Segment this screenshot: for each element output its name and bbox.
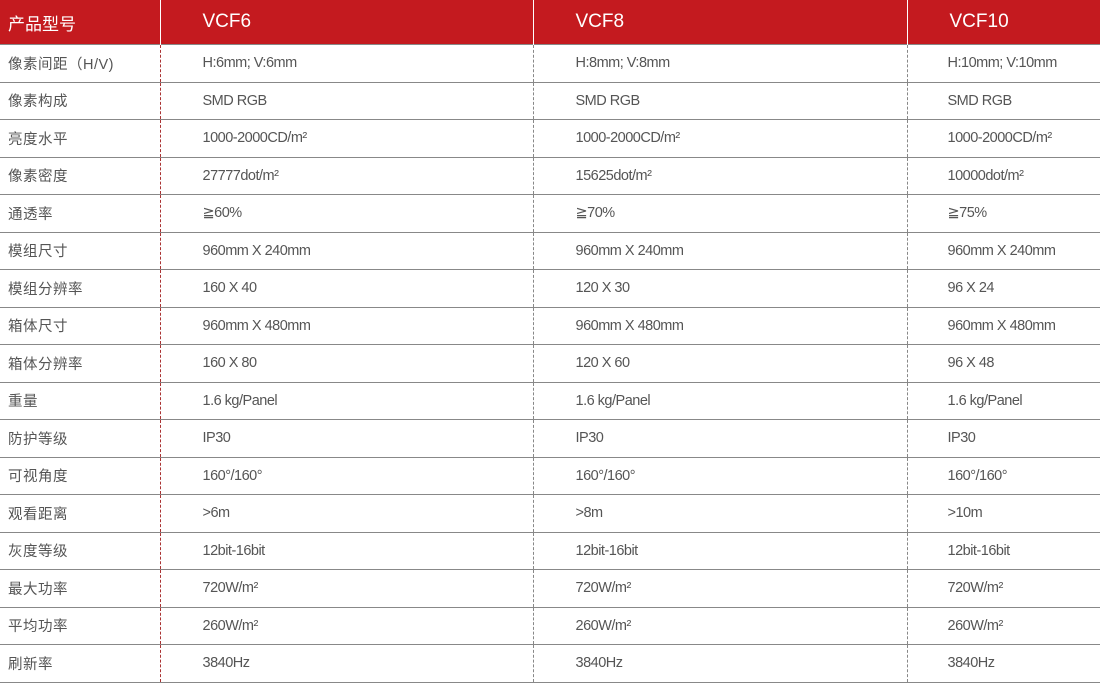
spec-value: ≧60% (160, 194, 534, 233)
spec-value: 1.6 kg/Panel (160, 382, 534, 420)
spec-label: 箱体尺寸 (0, 307, 161, 345)
spec-value: IP30 (160, 419, 534, 458)
spec-value: 160°/160° (533, 457, 908, 495)
spec-value: 1000-2000CD/m² (907, 119, 1100, 158)
spec-label: 重量 (0, 382, 161, 420)
spec-value: H:10mm; V:10mm (907, 44, 1100, 83)
table-row: 像素密度 27777dot/m² 15625dot/m² 10000dot/m² (0, 157, 1100, 195)
spec-value: 96 X 24 (907, 269, 1100, 308)
spec-value: 720W/m² (907, 569, 1100, 608)
spec-value: 10000dot/m² (907, 157, 1100, 195)
spec-value: 260W/m² (160, 607, 534, 645)
spec-value: 160°/160° (907, 457, 1100, 495)
spec-value: 120 X 60 (533, 344, 908, 383)
spec-value: 1.6 kg/Panel (533, 382, 908, 420)
spec-value: 12bit-16bit (160, 532, 534, 570)
header-model: VCF8 (533, 0, 908, 45)
spec-value: ≧70% (533, 194, 908, 233)
spec-label: 观看距离 (0, 494, 161, 533)
spec-value: 3840Hz (160, 644, 534, 683)
table-row: 模组尺寸 960mm X 240mm 960mm X 240mm 960mm X 24… (0, 232, 1100, 270)
spec-value: H:6mm; V:6mm (160, 44, 534, 83)
spec-label: 最大功率 (0, 569, 161, 608)
spec-value: 160°/160° (160, 457, 534, 495)
spec-value: IP30 (907, 419, 1100, 458)
spec-value: 15625dot/m² (533, 157, 908, 195)
spec-label: 像素密度 (0, 157, 161, 195)
table-row: 可视角度 160°/160° 160°/160° 160°/160° (0, 457, 1100, 495)
table-row: 箱体分辨率 160 X 80 120 X 60 96 X 48 (0, 344, 1100, 383)
spec-value: ≧75% (907, 194, 1100, 233)
spec-value: H:8mm; V:8mm (533, 44, 908, 83)
spec-label: 像素间距（H/V) (0, 44, 161, 83)
spec-value: 260W/m² (907, 607, 1100, 645)
spec-value: 12bit-16bit (533, 532, 908, 570)
spec-label: 箱体分辨率 (0, 344, 161, 383)
spec-value: 960mm X 480mm (907, 307, 1100, 345)
spec-value: SMD RGB (160, 82, 534, 120)
header-label: 产品型号 (0, 0, 161, 45)
spec-value: 1000-2000CD/m² (160, 119, 534, 158)
spec-value: 720W/m² (160, 569, 534, 608)
spec-label: 防护等级 (0, 419, 161, 458)
spec-label: 模组尺寸 (0, 232, 161, 270)
table-row: 观看距离 >6m >8m >10m (0, 494, 1100, 533)
spec-value: 3840Hz (907, 644, 1100, 683)
spec-value: 160 X 80 (160, 344, 534, 383)
spec-label: 亮度水平 (0, 119, 161, 158)
spec-value: SMD RGB (907, 82, 1100, 120)
spec-value: 960mm X 480mm (533, 307, 908, 345)
spec-value: 960mm X 480mm (160, 307, 534, 345)
header-model: VCF6 (160, 0, 534, 45)
spec-value: SMD RGB (533, 82, 908, 120)
spec-value: >6m (160, 494, 534, 533)
spec-label: 通透率 (0, 194, 161, 233)
spec-value: 260W/m² (533, 607, 908, 645)
spec-label: 刷新率 (0, 644, 161, 683)
spec-value: >8m (533, 494, 908, 533)
table-row: 模组分辨率 160 X 40 120 X 30 96 X 24 (0, 269, 1100, 308)
spec-value: 720W/m² (533, 569, 908, 608)
spec-value: 960mm X 240mm (533, 232, 908, 270)
spec-label: 模组分辨率 (0, 269, 161, 308)
table-row: 亮度水平 1000-2000CD/m² 1000-2000CD/m² 1000-200… (0, 119, 1100, 158)
table-row: 像素间距（H/V) H:6mm; V:6mm H:8mm; V:8mm H:10mm;… (0, 44, 1100, 83)
table-row: 像素构成 SMD RGB SMD RGB SMD RGB (0, 82, 1100, 120)
spec-value: 1000-2000CD/m² (533, 119, 908, 158)
spec-value: 960mm X 240mm (907, 232, 1100, 270)
table-row: 灰度等级 12bit-16bit 12bit-16bit 12bit-16bit (0, 532, 1100, 570)
table-row: 最大功率 720W/m² 720W/m² 720W/m² (0, 569, 1100, 608)
spec-label: 像素构成 (0, 82, 161, 120)
spec-label: 平均功率 (0, 607, 161, 645)
spec-value: IP30 (533, 419, 908, 458)
header-row: 产品型号 VCF6 VCF8 VCF10 (0, 0, 1100, 45)
spec-value: 27777dot/m² (160, 157, 534, 195)
spec-label: 可视角度 (0, 457, 161, 495)
spec-label: 灰度等级 (0, 532, 161, 570)
spec-value: 960mm X 240mm (160, 232, 534, 270)
spec-value: 120 X 30 (533, 269, 908, 308)
spec-value: 3840Hz (533, 644, 908, 683)
table-row: 刷新率 3840Hz 3840Hz 3840Hz (0, 644, 1100, 683)
spec-value: >10m (907, 494, 1100, 533)
table-row: 平均功率 260W/m² 260W/m² 260W/m² (0, 607, 1100, 645)
table-row: 防护等级 IP30 IP30 IP30 (0, 419, 1100, 458)
table-row: 重量 1.6 kg/Panel 1.6 kg/Panel 1.6 kg/Panel (0, 382, 1100, 420)
spec-value: 12bit-16bit (907, 532, 1100, 570)
header-model: VCF10 (907, 0, 1100, 45)
spec-value: 160 X 40 (160, 269, 534, 308)
spec-value: 1.6 kg/Panel (907, 382, 1100, 420)
spec-value: 96 X 48 (907, 344, 1100, 383)
table-row: 箱体尺寸 960mm X 480mm 960mm X 480mm 960mm X 48… (0, 307, 1100, 345)
table-row: 通透率 ≧60% ≧70% ≧75% (0, 194, 1100, 233)
